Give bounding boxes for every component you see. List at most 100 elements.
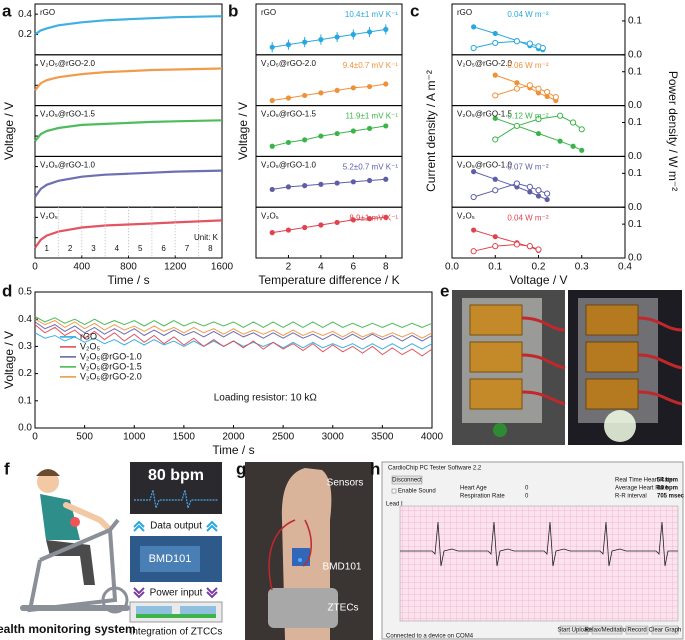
y-tick-label: 0.2 [18, 368, 32, 379]
subplot-label: rGO [40, 8, 55, 17]
power-point [492, 39, 499, 47]
y-tick-label: 0.4 [18, 314, 32, 325]
step-label: 6 [161, 244, 166, 253]
power-point [535, 85, 542, 92]
point [302, 183, 308, 189]
point [302, 39, 308, 45]
caption: Health monitoring system [0, 622, 136, 636]
button[interactable] [651, 625, 679, 635]
panel-label: f [4, 459, 10, 478]
point [269, 143, 275, 149]
point [318, 90, 324, 96]
point [471, 169, 477, 175]
ecg-trace [400, 521, 678, 567]
point [471, 24, 477, 30]
ztecs-label: ZTECs [327, 603, 358, 614]
readout-value: 80 bpm [657, 486, 678, 492]
point [269, 44, 275, 50]
subplot-label: V₂O₅@rGO-1.5 [261, 110, 316, 119]
chip [140, 546, 200, 572]
power-point [492, 136, 499, 143]
subplot-label: V₂O₅@rGO-1.0 [261, 161, 316, 170]
point [285, 227, 292, 233]
power-input: Power input [150, 588, 203, 599]
point [366, 177, 373, 184]
point [285, 139, 292, 146]
series-line [34, 119, 223, 142]
point [492, 234, 498, 240]
panel-label: b [228, 1, 238, 20]
fit-line [473, 26, 543, 51]
fit-line [272, 28, 386, 48]
power-point [552, 94, 559, 101]
fit-line [272, 125, 386, 147]
slope-annotation: 10.4±1 mV K⁻¹ [345, 10, 398, 19]
button[interactable] [625, 625, 649, 635]
y-tick-label: 0.0 [18, 423, 32, 434]
legend-label: V₂O₅@rGO-1.0 [80, 351, 142, 361]
legend-label: rGO [80, 331, 97, 341]
x-tick-label: 0.4 [618, 262, 632, 273]
button[interactable] [559, 625, 589, 635]
wheel [101, 586, 129, 614]
wires [268, 519, 312, 591]
power-point [535, 246, 542, 253]
y2-tick-label: 0.1 [628, 219, 642, 230]
y-axis-label: Voltage / V [2, 102, 16, 160]
x-tick-label: 3500 [371, 432, 394, 443]
point [383, 123, 389, 129]
point [302, 92, 308, 99]
x-tick-label: 4000 [421, 432, 444, 443]
wires [521, 316, 566, 406]
chip-label: BMD101 [323, 562, 362, 573]
disconnect-button[interactable] [391, 475, 423, 485]
legend-label: V₂O₅@rGO-2.0 [80, 371, 142, 381]
x-tick-label: 8 [383, 262, 389, 273]
point [302, 137, 308, 143]
point [492, 176, 498, 182]
readout-label: Real Time Heart Rate [615, 478, 673, 484]
electrolyte [136, 614, 216, 618]
series-line [34, 169, 223, 198]
button[interactable] [591, 625, 623, 635]
field-label: Respiration Rate [460, 494, 505, 500]
status-bar: Connected to a device on COM4 [386, 634, 474, 640]
point [535, 130, 542, 137]
step-label: 7 [185, 244, 190, 253]
series-line [34, 318, 433, 339]
point [350, 179, 356, 185]
power-point [526, 183, 533, 190]
point [269, 97, 275, 104]
series-line [34, 324, 433, 357]
bike-base [20, 605, 130, 611]
point [527, 189, 533, 195]
power-point [470, 248, 477, 255]
checkbox[interactable] [391, 488, 397, 494]
subplot-label: rGO [457, 8, 472, 17]
point [269, 186, 275, 193]
x-tick-label: 0.0 [445, 262, 459, 273]
x-axis-label: Time / s [212, 443, 254, 457]
x-tick-label: 6 [351, 262, 357, 273]
step-label: 1 [44, 244, 49, 253]
subplot-label: V₂O₅@rGO-1.0 [457, 161, 512, 170]
bike-frame [27, 518, 120, 613]
point [544, 93, 550, 100]
fit-line [272, 216, 386, 234]
power-point [492, 243, 499, 250]
point [366, 29, 373, 35]
subplot-label: V₂O₅@rGO-1.5 [40, 110, 95, 119]
point [570, 143, 576, 149]
panel-label: h [370, 459, 380, 478]
power-point [539, 44, 546, 52]
x-tick-label: 1200 [164, 262, 187, 273]
y-tick-label: 0.4 [18, 9, 32, 20]
series-line [34, 67, 223, 92]
led [298, 558, 302, 562]
power-point [544, 190, 551, 197]
panel-label: a [2, 1, 12, 20]
button-label: Start Upload [557, 628, 590, 634]
y2-tick-label: 0.0 [628, 253, 642, 264]
x-tick-label: 3000 [322, 432, 345, 443]
unit-label: Unit: K [194, 233, 219, 242]
